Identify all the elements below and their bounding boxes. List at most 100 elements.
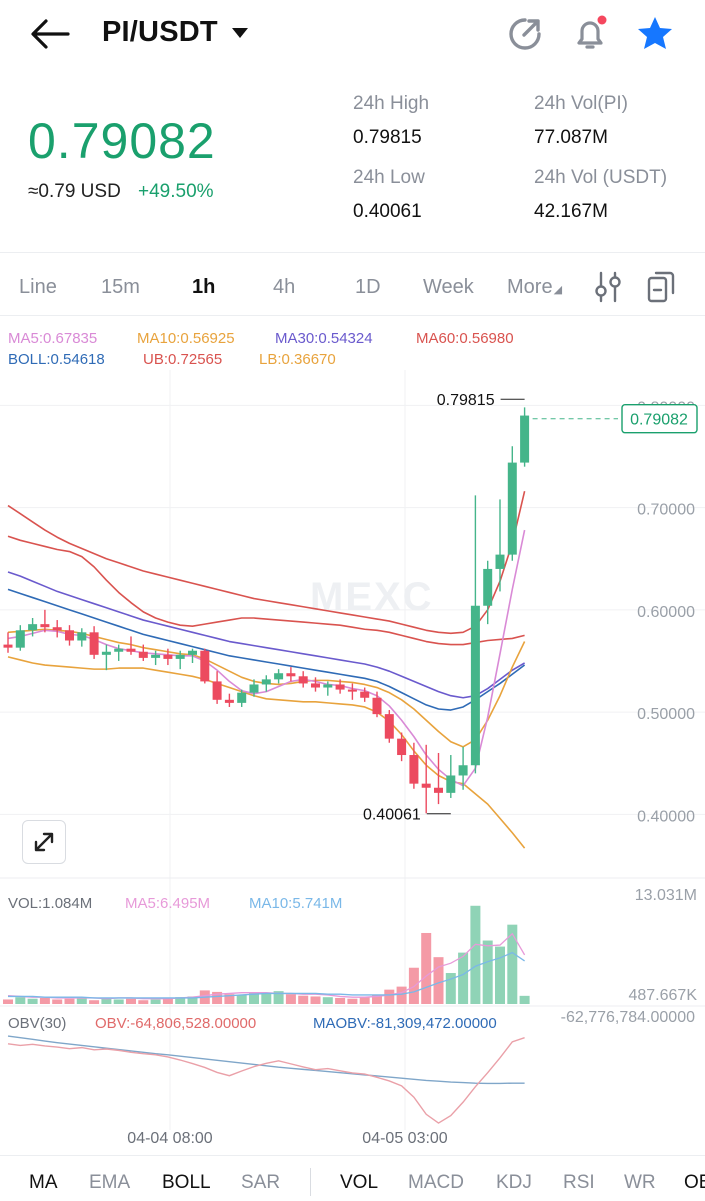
btab-rsi[interactable]: RSI bbox=[563, 1172, 595, 1193]
candle bbox=[28, 618, 38, 637]
candle bbox=[3, 632, 13, 653]
candle bbox=[261, 675, 271, 692]
candle bbox=[520, 407, 530, 467]
y-tick-label: 0.40000 bbox=[637, 808, 695, 825]
candle bbox=[409, 742, 419, 789]
candle bbox=[40, 609, 50, 633]
pair-title[interactable]: PI/USDT bbox=[102, 16, 218, 48]
volume-bar bbox=[175, 997, 186, 1004]
expand-arrows-icon bbox=[34, 832, 54, 852]
volume-bar bbox=[322, 997, 333, 1004]
volume-bar bbox=[15, 997, 26, 1004]
volume-bar bbox=[372, 994, 382, 1004]
volume-bar bbox=[396, 986, 407, 1004]
candle bbox=[224, 693, 234, 707]
maobv-legend: MAOBV:-81,309,472.00000 bbox=[313, 1015, 497, 1032]
tab-15m[interactable]: 15m bbox=[101, 276, 140, 298]
tab-1h[interactable]: 1h bbox=[192, 276, 216, 298]
candle bbox=[372, 691, 382, 718]
candle-body bbox=[483, 568, 493, 606]
candle bbox=[446, 755, 456, 798]
volume-bar bbox=[113, 999, 124, 1004]
copy-icon[interactable] bbox=[646, 270, 676, 304]
caret-down-icon[interactable] bbox=[232, 28, 248, 38]
candle bbox=[52, 620, 62, 638]
candle-body bbox=[286, 673, 296, 677]
volume-bar bbox=[64, 998, 75, 1004]
candle bbox=[89, 626, 99, 659]
notification-bell-icon[interactable] bbox=[570, 14, 610, 54]
candle-body bbox=[274, 673, 284, 680]
volume-bar bbox=[335, 997, 346, 1004]
candle-body bbox=[188, 650, 197, 655]
btab-ema[interactable]: EMA bbox=[89, 1172, 131, 1193]
watermark-text: MEXC bbox=[310, 575, 434, 619]
btab-macd[interactable]: MACD bbox=[408, 1172, 464, 1193]
indicator-settings-icon[interactable] bbox=[594, 270, 622, 304]
share-icon[interactable] bbox=[505, 14, 545, 54]
btab-boll[interactable]: BOLL bbox=[162, 1172, 211, 1193]
vol-base-label: 24h Vol(PI) bbox=[534, 93, 628, 114]
ub-line bbox=[7, 535, 525, 646]
candle bbox=[360, 687, 370, 702]
candle bbox=[434, 752, 443, 805]
candle-body bbox=[77, 632, 87, 641]
volume-bar bbox=[52, 999, 63, 1004]
btab-wr[interactable]: WR bbox=[624, 1172, 656, 1193]
x-tick-label: 04-04 08:00 bbox=[127, 1130, 213, 1147]
tab-4h[interactable]: 4h bbox=[273, 276, 296, 298]
candle bbox=[483, 560, 493, 625]
expand-chart-button[interactable] bbox=[22, 820, 66, 864]
star-favorite-icon[interactable] bbox=[635, 14, 675, 54]
vol-base-value: 77.087M bbox=[534, 127, 608, 148]
candle-body bbox=[15, 630, 25, 648]
candle-body bbox=[261, 679, 271, 685]
candle-body bbox=[40, 624, 50, 628]
divider bbox=[0, 252, 705, 253]
candle-body bbox=[151, 654, 161, 658]
volume-bar bbox=[39, 997, 50, 1004]
candle-body bbox=[175, 654, 185, 659]
btab-obv[interactable]: OBV bbox=[684, 1172, 705, 1193]
btab-vol[interactable]: VOL bbox=[340, 1172, 379, 1193]
candle bbox=[495, 499, 505, 592]
candle bbox=[458, 746, 468, 790]
tab-more[interactable]: More◢ bbox=[507, 276, 562, 299]
back-arrow-icon[interactable] bbox=[28, 14, 72, 54]
candle-body bbox=[3, 644, 13, 648]
volume-bar bbox=[495, 946, 505, 1004]
vol-bottom-tick: 487.667K bbox=[628, 987, 697, 1004]
btab-kdj[interactable]: KDJ bbox=[496, 1172, 532, 1193]
candle bbox=[138, 644, 148, 661]
ma10-legend: MA10:0.56925 bbox=[137, 330, 235, 347]
candle-body bbox=[446, 775, 456, 793]
candle-body bbox=[495, 554, 505, 569]
btab-ma[interactable]: MA bbox=[29, 1172, 58, 1193]
candle-body bbox=[65, 630, 74, 641]
candle-body bbox=[520, 415, 530, 463]
top-bar: PI/USDT bbox=[0, 0, 705, 70]
volume-bar bbox=[249, 992, 259, 1004]
btab-sar[interactable]: SAR bbox=[241, 1172, 281, 1193]
tab-week[interactable]: Week bbox=[423, 276, 474, 298]
volume-bar bbox=[187, 996, 198, 1004]
tab-1d[interactable]: 1D bbox=[355, 276, 381, 298]
candle-body bbox=[409, 755, 419, 784]
tab-line[interactable]: Line bbox=[19, 276, 57, 298]
candle bbox=[323, 681, 333, 696]
ma60-line bbox=[7, 491, 526, 635]
candle-body bbox=[397, 738, 407, 756]
obv-line bbox=[7, 1037, 525, 1124]
candle-body bbox=[224, 699, 234, 703]
x-tick-label: 04-05 03:00 bbox=[362, 1130, 448, 1147]
candle-body bbox=[323, 684, 333, 688]
volume-bar bbox=[347, 998, 358, 1004]
ma60-legend: MA60:0.56980 bbox=[416, 330, 514, 347]
y-tick-label: 0.50000 bbox=[637, 706, 695, 723]
volume-bar bbox=[162, 997, 173, 1004]
volume-bar bbox=[310, 996, 321, 1004]
volume-bar bbox=[126, 998, 136, 1004]
last-price-box-label: 0.79082 bbox=[630, 412, 688, 429]
high-marker-label: 0.79815 bbox=[437, 392, 495, 409]
price-chart[interactable]: 0.800000.700000.600000.500000.40000MEXC0… bbox=[0, 370, 705, 1150]
